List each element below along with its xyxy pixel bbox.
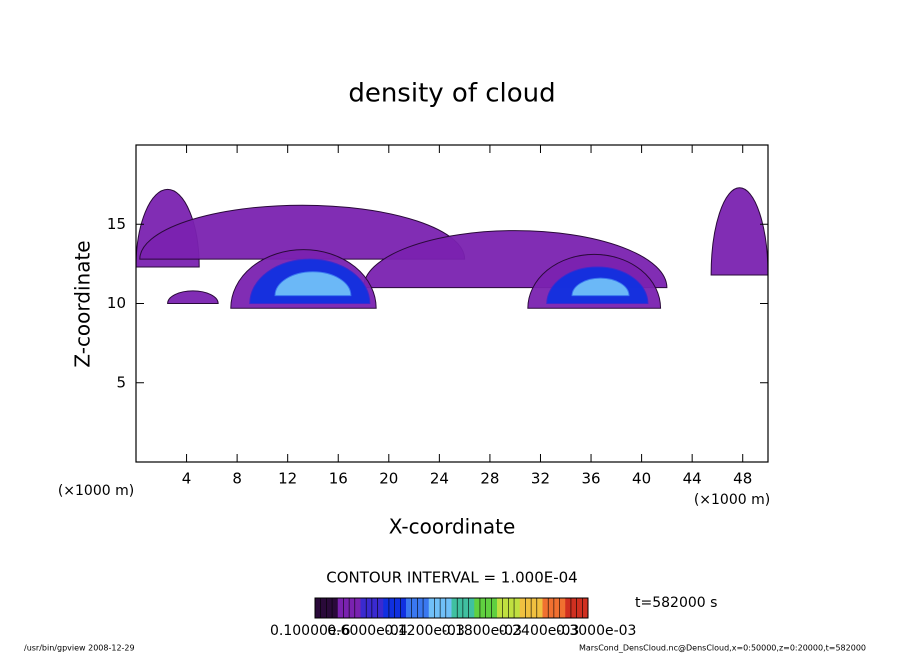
x-tick-label: 40 <box>632 470 651 488</box>
colorbar-label: 0.1800e-03 <box>442 623 522 639</box>
y-axis-label: Z-coordinate <box>71 240 95 367</box>
y-unit: (×1000 m) <box>58 483 134 499</box>
x-axis-label: X-coordinate <box>389 515 516 539</box>
contour-region <box>274 271 352 297</box>
contour-region <box>167 290 219 304</box>
x-tick-label: 44 <box>683 470 702 488</box>
y-tick-label: 5 <box>116 373 126 391</box>
contour-interval: CONTOUR INTERVAL = 1.000E-04 <box>326 569 577 587</box>
x-tick-label: 12 <box>278 470 297 488</box>
footer-right: MarsCond_DensCloud.nc@DensCloud,x=0:5000… <box>579 644 866 653</box>
colorbar-label: 0.10000e-6 <box>270 623 351 639</box>
y-tick-label: 10 <box>107 294 126 312</box>
chart-title: density of cloud <box>348 79 555 109</box>
colorbar-label: 0.3000e-03 <box>556 623 636 639</box>
x-tick-label: 4 <box>182 470 192 488</box>
x-tick-label: 36 <box>581 470 600 488</box>
colorbar-label: 0.2400e-03 <box>499 623 579 639</box>
x-tick-label: 48 <box>733 470 752 488</box>
x-tick-label: 32 <box>531 470 550 488</box>
x-tick-label: 20 <box>379 470 398 488</box>
x-tick-label: 8 <box>232 470 242 488</box>
x-unit: (×1000 m) <box>694 492 770 508</box>
contour-region <box>571 277 630 297</box>
colorbar-label: 0.6000e-04 <box>327 623 408 639</box>
y-tick-label: 15 <box>107 215 126 233</box>
x-tick-label: 16 <box>329 470 348 488</box>
time-label: t=582000 s <box>635 595 717 611</box>
footer-left: /usr/bin/gpview 2008-12-29 <box>24 644 135 653</box>
contour-region <box>710 187 769 276</box>
colorbar-frame <box>314 597 589 619</box>
plot-area <box>135 187 769 309</box>
colorbar-label: 0.1200e-03 <box>384 623 464 639</box>
x-tick-label: 24 <box>430 470 449 488</box>
x-tick-label: 28 <box>480 470 499 488</box>
